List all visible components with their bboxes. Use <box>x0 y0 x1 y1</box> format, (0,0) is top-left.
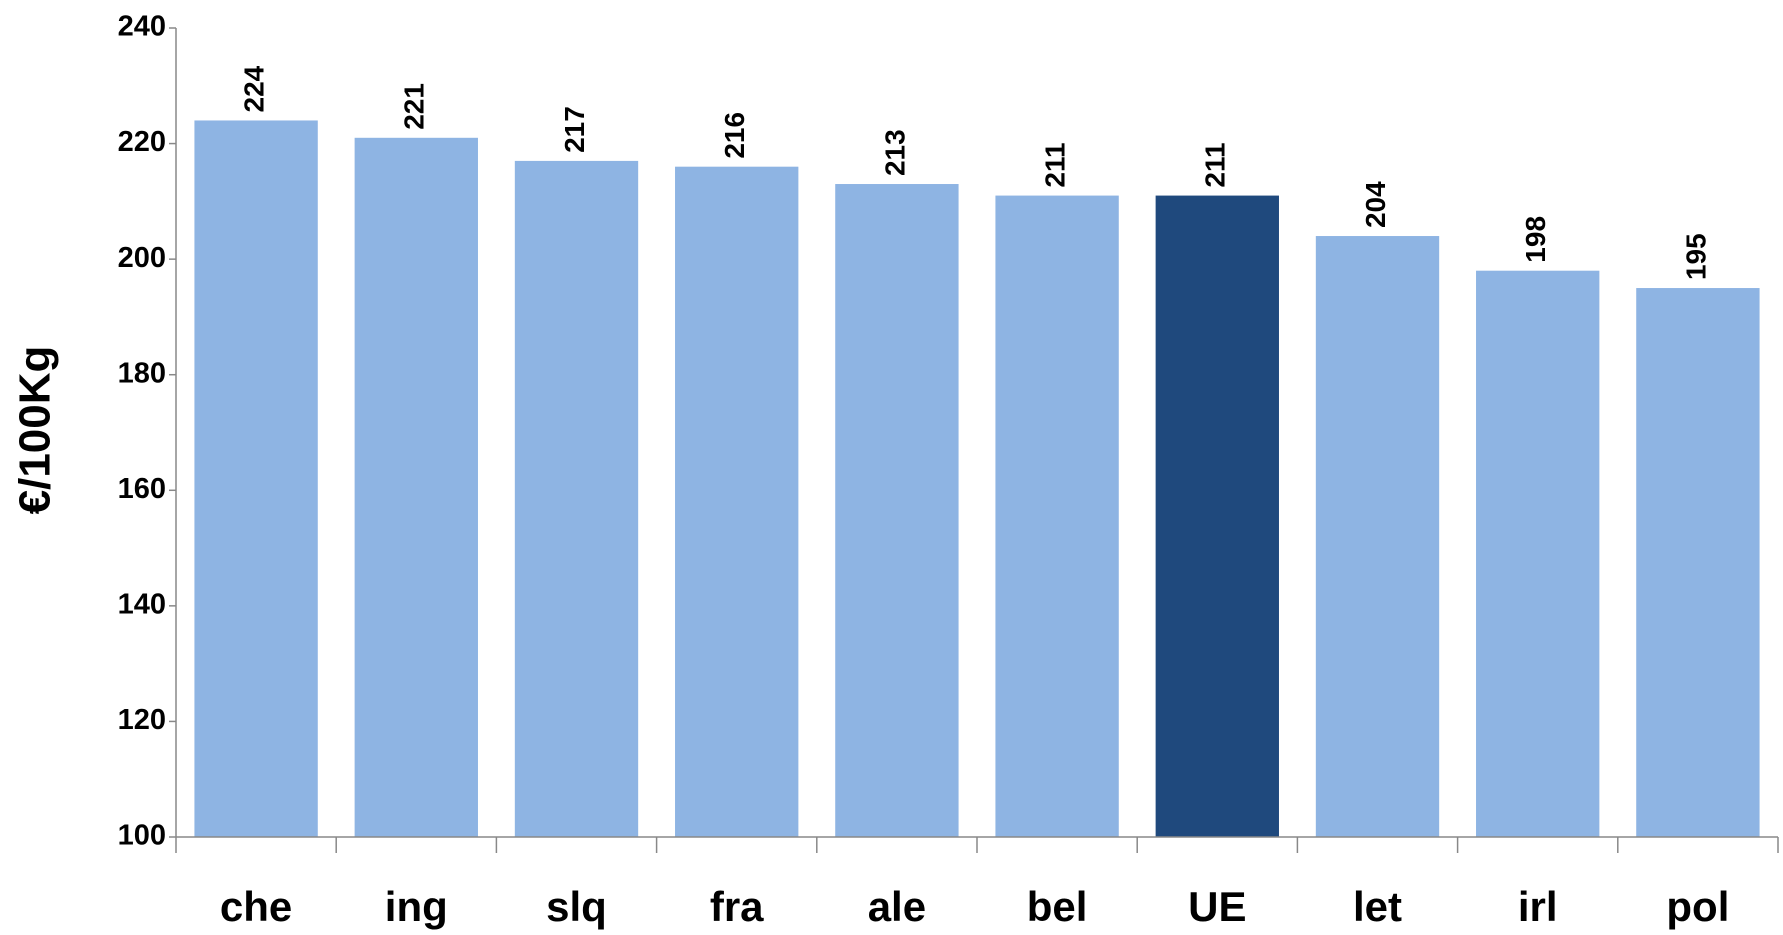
x-tick-label: let <box>1353 883 1402 930</box>
y-tick-label: 160 <box>118 473 166 505</box>
data-label: 211 <box>1039 142 1070 187</box>
y-tick-label: 240 <box>118 11 166 43</box>
data-label: 195 <box>1680 233 1711 280</box>
data-label: 204 <box>1360 181 1391 228</box>
bar <box>194 120 318 837</box>
data-label: 211 <box>1200 142 1231 187</box>
bar <box>514 160 639 837</box>
bar <box>1315 236 1440 837</box>
y-tick-label: 180 <box>118 357 166 389</box>
x-tick-label: irl <box>1518 883 1558 930</box>
bar <box>835 184 959 837</box>
bar <box>995 195 1119 838</box>
y-tick-label: 100 <box>118 820 166 852</box>
x-tick-label: fra <box>710 883 764 930</box>
y-axis-label: €/100Kg <box>11 346 60 515</box>
y-tick-label: 200 <box>118 242 166 274</box>
x-tick-label: ing <box>385 883 448 930</box>
y-tick-label: 220 <box>118 126 166 158</box>
y-tick-label: 120 <box>118 704 166 736</box>
data-label: 217 <box>559 106 590 153</box>
data-label: 216 <box>719 112 750 159</box>
y-tick-label: 140 <box>118 589 166 621</box>
data-label: 224 <box>238 65 269 112</box>
bar <box>1476 270 1600 837</box>
bar <box>354 137 478 838</box>
bar <box>675 166 799 837</box>
x-tick-label: bel <box>1027 883 1088 930</box>
data-label: 213 <box>879 129 910 176</box>
x-tick-label: UE <box>1188 883 1246 930</box>
x-tick-label: slq <box>546 883 607 930</box>
bar <box>1636 288 1760 837</box>
x-tick-label: che <box>220 883 292 930</box>
x-tick-label: ale <box>868 883 926 930</box>
data-label: 198 <box>1520 216 1551 263</box>
bar <box>1155 195 1279 838</box>
x-tick-label: pol <box>1666 883 1729 930</box>
data-label: 221 <box>399 83 430 130</box>
